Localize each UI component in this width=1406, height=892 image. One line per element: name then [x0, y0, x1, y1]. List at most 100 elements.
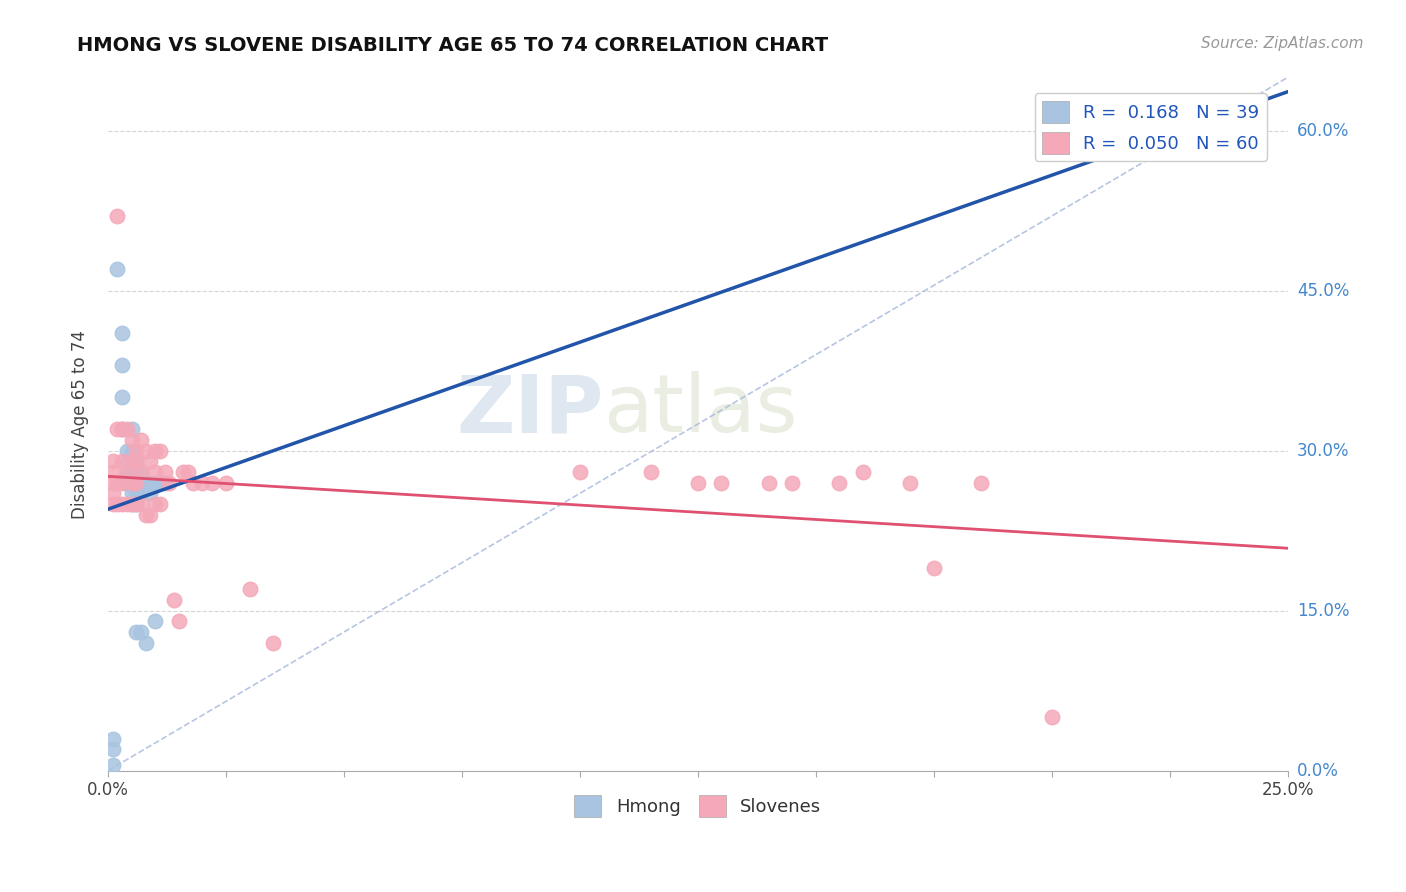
Point: [139, 486, 162, 500]
Point: [101, 731, 124, 746]
Point: [135, 636, 157, 650]
Y-axis label: Disability Age 65 to 74: Disability Age 65 to 74: [72, 330, 89, 518]
Legend: Hmong, Slovenes: Hmong, Slovenes: [567, 788, 828, 824]
Point: [115, 465, 138, 479]
Point: [111, 497, 134, 511]
Point: [111, 422, 134, 436]
Point: [111, 391, 134, 405]
Point: [121, 465, 143, 479]
Point: [121, 433, 143, 447]
Point: [101, 454, 124, 468]
Point: [115, 454, 138, 468]
Point: [107, 497, 129, 511]
Text: ZIP: ZIP: [456, 371, 603, 450]
Point: [238, 582, 260, 597]
Point: [143, 615, 166, 629]
Point: [125, 443, 148, 458]
Point: [121, 422, 143, 436]
Text: atlas: atlas: [603, 371, 797, 450]
Point: [111, 475, 134, 490]
Point: [107, 262, 129, 277]
Point: [215, 475, 238, 490]
Text: 60.0%: 60.0%: [1298, 122, 1350, 140]
Point: [828, 475, 851, 490]
Point: [101, 742, 124, 756]
Point: [101, 497, 124, 511]
Point: [101, 486, 124, 500]
Point: [129, 497, 152, 511]
Text: 0.0%: 0.0%: [1298, 762, 1339, 780]
Point: [121, 475, 143, 490]
Point: [115, 497, 138, 511]
Point: [115, 422, 138, 436]
Text: 30.0%: 30.0%: [1298, 442, 1350, 459]
Point: [640, 465, 662, 479]
Point: [157, 475, 180, 490]
Point: [163, 593, 186, 607]
Point: [101, 465, 124, 479]
Point: [149, 497, 172, 511]
Point: [1040, 710, 1063, 724]
Point: [173, 465, 195, 479]
Point: [129, 433, 152, 447]
Point: [107, 475, 129, 490]
Point: [143, 465, 166, 479]
Point: [101, 758, 124, 772]
Text: Source: ZipAtlas.com: Source: ZipAtlas.com: [1201, 36, 1364, 51]
Point: [115, 443, 138, 458]
Point: [125, 486, 148, 500]
Point: [111, 454, 134, 468]
Point: [121, 443, 143, 458]
Point: [107, 422, 129, 436]
Point: [129, 625, 152, 640]
Point: [111, 422, 134, 436]
Point: [898, 475, 921, 490]
Point: [149, 443, 172, 458]
Text: HMONG VS SLOVENE DISABILITY AGE 65 TO 74 CORRELATION CHART: HMONG VS SLOVENE DISABILITY AGE 65 TO 74…: [77, 36, 828, 54]
Point: [115, 475, 138, 490]
Text: 45.0%: 45.0%: [1298, 282, 1350, 300]
Point: [181, 475, 204, 490]
Point: [139, 454, 162, 468]
Point: [129, 465, 152, 479]
Point: [101, 475, 124, 490]
Point: [129, 486, 152, 500]
Point: [852, 465, 875, 479]
Point: [143, 443, 166, 458]
Point: [115, 465, 138, 479]
Point: [129, 465, 152, 479]
Point: [143, 497, 166, 511]
Point: [135, 508, 157, 522]
Point: [177, 465, 200, 479]
Point: [780, 475, 803, 490]
Point: [125, 475, 148, 490]
Point: [153, 475, 176, 490]
Point: [568, 465, 591, 479]
Point: [121, 497, 143, 511]
Point: [710, 475, 733, 490]
Point: [125, 497, 148, 511]
Point: [125, 475, 148, 490]
Point: [125, 497, 148, 511]
Point: [135, 475, 157, 490]
Point: [121, 475, 143, 490]
Point: [125, 454, 148, 468]
Point: [129, 475, 152, 490]
Point: [191, 475, 214, 490]
Point: [115, 475, 138, 490]
Point: [111, 359, 134, 373]
Point: [149, 475, 172, 490]
Point: [125, 465, 148, 479]
Point: [143, 475, 166, 490]
Point: [922, 561, 945, 575]
Point: [121, 454, 143, 468]
Point: [686, 475, 709, 490]
Point: [121, 486, 143, 500]
Point: [111, 326, 134, 341]
Point: [262, 636, 284, 650]
Point: [121, 497, 143, 511]
Point: [153, 465, 176, 479]
Point: [107, 209, 129, 223]
Point: [135, 443, 157, 458]
Point: [970, 475, 993, 490]
